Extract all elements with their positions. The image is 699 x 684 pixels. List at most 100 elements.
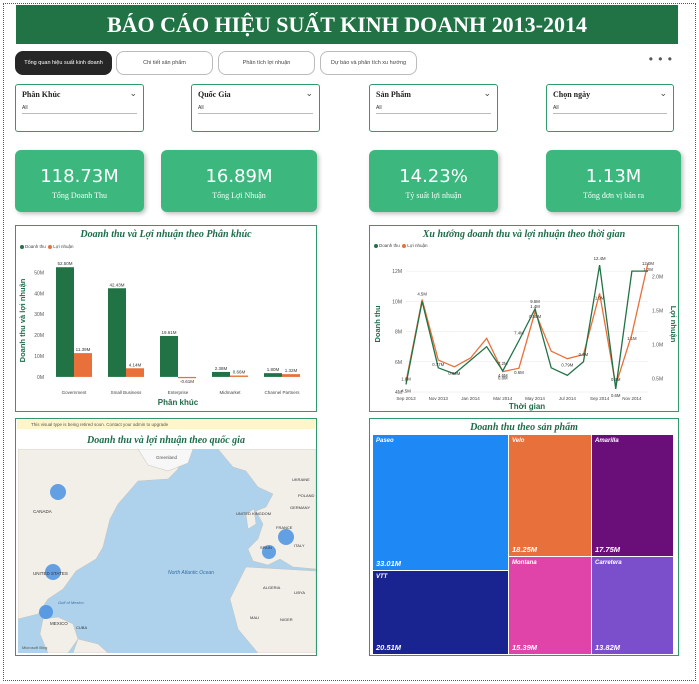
bar-revenue bbox=[212, 371, 230, 377]
y2-axis-title: Lợi nhuận bbox=[669, 306, 678, 343]
data-label: 1.6M bbox=[401, 376, 411, 381]
chevron-down-icon[interactable]: ⌄ bbox=[305, 88, 313, 98]
data-label: 4.6M bbox=[498, 373, 508, 378]
map-label-spain: SPAIN bbox=[260, 545, 272, 550]
slicer-segment[interactable]: Phân Khúc ⌄ All bbox=[15, 84, 144, 132]
slicer-country[interactable]: Quốc Gia ⌄ All bbox=[191, 84, 320, 132]
x-tick-label: Enterprise bbox=[168, 390, 189, 395]
chart-title: Doanh thu và lợi nhuận theo quốc gia bbox=[87, 435, 245, 446]
y-axis-title: Doanh thu và lợi nhuận bbox=[18, 278, 27, 362]
data-label: 4.5M bbox=[401, 388, 411, 393]
slicer-value: All bbox=[376, 105, 382, 111]
x-tick-label: May 2014 bbox=[525, 396, 545, 401]
map-label-algeria: ALGERIA bbox=[263, 585, 281, 590]
line-chart-panel[interactable]: Xu hướng doanh thu và lợi nhuận theo thờ… bbox=[369, 225, 679, 412]
data-label: 2.38M bbox=[215, 366, 228, 371]
tab-product-detail[interactable]: Chi tiết sản phẩm bbox=[116, 51, 213, 75]
map-point-mexico[interactable] bbox=[39, 605, 53, 619]
y-tick-label: 40M bbox=[34, 291, 44, 297]
slicer-label: Phân Khúc bbox=[22, 90, 61, 99]
bar-chart-panel[interactable]: Doanh thu và Lợi nhuận theo Phân khúc Do… bbox=[15, 225, 317, 412]
y-tick-label: 50M bbox=[34, 270, 44, 276]
map-point-united-states[interactable] bbox=[45, 564, 61, 580]
data-label: 0.79M bbox=[561, 363, 573, 368]
data-label: 4.14M bbox=[129, 362, 142, 367]
british-isles bbox=[245, 508, 257, 530]
tile-value: 20.51M bbox=[376, 643, 402, 652]
treemap-tile-carretera[interactable]: Carretera 13.82M bbox=[592, 557, 673, 654]
y-tick-label: 10M bbox=[34, 354, 44, 360]
tile-name: Carretera bbox=[595, 560, 622, 566]
slicer-label: Quốc Gia bbox=[198, 90, 231, 99]
chevron-down-icon[interactable]: ⌄ bbox=[129, 88, 137, 98]
tile-name: Paseo bbox=[376, 438, 394, 444]
bar-revenue bbox=[108, 288, 126, 377]
tile-value: 17.75M bbox=[595, 545, 621, 554]
map-label-germany: GERMANY bbox=[290, 505, 311, 510]
treemap-panel[interactable]: Doanh thu theo sản phẩm Paseo 33.01M Vel… bbox=[369, 418, 679, 656]
report-title: BÁO CÁO HIỆU SUẤT KINH DOANH 2013-2014 bbox=[16, 5, 678, 44]
data-label: 42.43M bbox=[109, 282, 124, 287]
chart-legend: Doanh thu Lợi nhuận bbox=[20, 244, 74, 249]
treemap-tile-montana[interactable]: Montana 15.39M bbox=[509, 557, 591, 654]
kpi-profit-margin: 14.23% Tỷ suất lợi nhuận bbox=[369, 150, 498, 212]
map-label-canada: CANADA bbox=[33, 509, 52, 514]
tile-value: 15.39M bbox=[512, 643, 538, 652]
slicer-value: All bbox=[22, 105, 28, 111]
treemap-tile-vtt[interactable]: VTT 20.51M bbox=[373, 571, 508, 654]
slicer-underline bbox=[198, 113, 313, 114]
data-label: 0.8M bbox=[498, 376, 508, 381]
slicer-date[interactable]: Chọn ngày ⌄ All bbox=[546, 84, 674, 132]
x-tick-label: Sep 2014 bbox=[590, 396, 610, 401]
world-map[interactable]: CANADA UNITED STATES MEXICO UNITED KINGD… bbox=[18, 449, 316, 653]
data-label: 0.77M bbox=[432, 362, 444, 367]
tile-value: 33.01M bbox=[376, 559, 402, 568]
treemap-tile-amarilla[interactable]: Amarilla 17.75M bbox=[592, 435, 673, 556]
data-label: 0.6M bbox=[514, 370, 524, 375]
y-tick-label: 30M bbox=[34, 312, 44, 318]
slicer-value: All bbox=[198, 105, 204, 111]
data-label: 19.61M bbox=[161, 330, 176, 335]
legend-profit: Lợi nhuận bbox=[53, 244, 74, 249]
y-axis-title: Doanh thu bbox=[373, 305, 382, 342]
kpi-label: Tổng Doanh Thu bbox=[52, 191, 107, 200]
tab-overview[interactable]: Tổng quan hiệu suất kinh doanh bbox=[15, 51, 112, 75]
tab-forecast[interactable]: Dự báo và phân tích xu hướng bbox=[320, 51, 417, 75]
tile-value: 13.82M bbox=[595, 643, 621, 652]
x-tick-label: Nov 2014 bbox=[622, 396, 642, 401]
treemap-tile-paseo[interactable]: Paseo 33.01M bbox=[373, 435, 508, 570]
data-label: 0.6M bbox=[611, 393, 621, 398]
bar-revenue bbox=[264, 373, 282, 377]
bar-profit bbox=[126, 368, 144, 377]
y-tick-label: 4M bbox=[395, 390, 402, 396]
slicer-label: Sản Phẩm bbox=[376, 90, 411, 99]
map-point-spain[interactable] bbox=[262, 545, 276, 559]
data-label: -0.61M bbox=[180, 379, 194, 384]
y-tick-label: 12M bbox=[392, 269, 402, 275]
chart-title: Doanh thu và Lợi nhuận theo Phân khúc bbox=[80, 229, 252, 240]
dashboard-frame bbox=[3, 3, 696, 681]
legend-profit-dot bbox=[402, 243, 407, 248]
bar-revenue bbox=[160, 335, 178, 377]
map-panel[interactable]: This visual type is being retired soon. … bbox=[15, 418, 317, 656]
tile-name: Amarilla bbox=[595, 438, 619, 444]
slicer-product[interactable]: Sản Phẩm ⌄ All bbox=[369, 84, 498, 132]
data-label: 1.1M bbox=[627, 336, 637, 341]
map-point-france[interactable] bbox=[278, 529, 294, 545]
chevron-down-icon[interactable]: ⌄ bbox=[659, 88, 667, 98]
kpi-total-units: 1.13M Tổng đơn vị bán ra bbox=[546, 150, 681, 212]
treemap-tile-velo[interactable]: Velo 18.25M bbox=[509, 435, 591, 556]
data-label: 7.4M bbox=[514, 331, 524, 336]
map-point-canada[interactable] bbox=[50, 484, 66, 500]
data-label: 1.2M bbox=[643, 267, 653, 272]
line-revenue bbox=[405, 264, 648, 390]
slicer-label: Chọn ngày bbox=[553, 90, 591, 99]
tab-profit-analysis[interactable]: Phân tích lợi nhuận bbox=[218, 51, 315, 75]
y-tick-label: 6M bbox=[395, 360, 402, 366]
x-tick-label: Sep 2013 bbox=[396, 396, 416, 401]
chevron-down-icon[interactable]: ⌄ bbox=[483, 88, 491, 98]
caribbean bbox=[72, 638, 109, 653]
y-tick-label: 10M bbox=[392, 299, 402, 305]
more-options-icon[interactable]: • • • bbox=[648, 52, 673, 66]
map-label-greenland: Greenland bbox=[156, 455, 178, 460]
